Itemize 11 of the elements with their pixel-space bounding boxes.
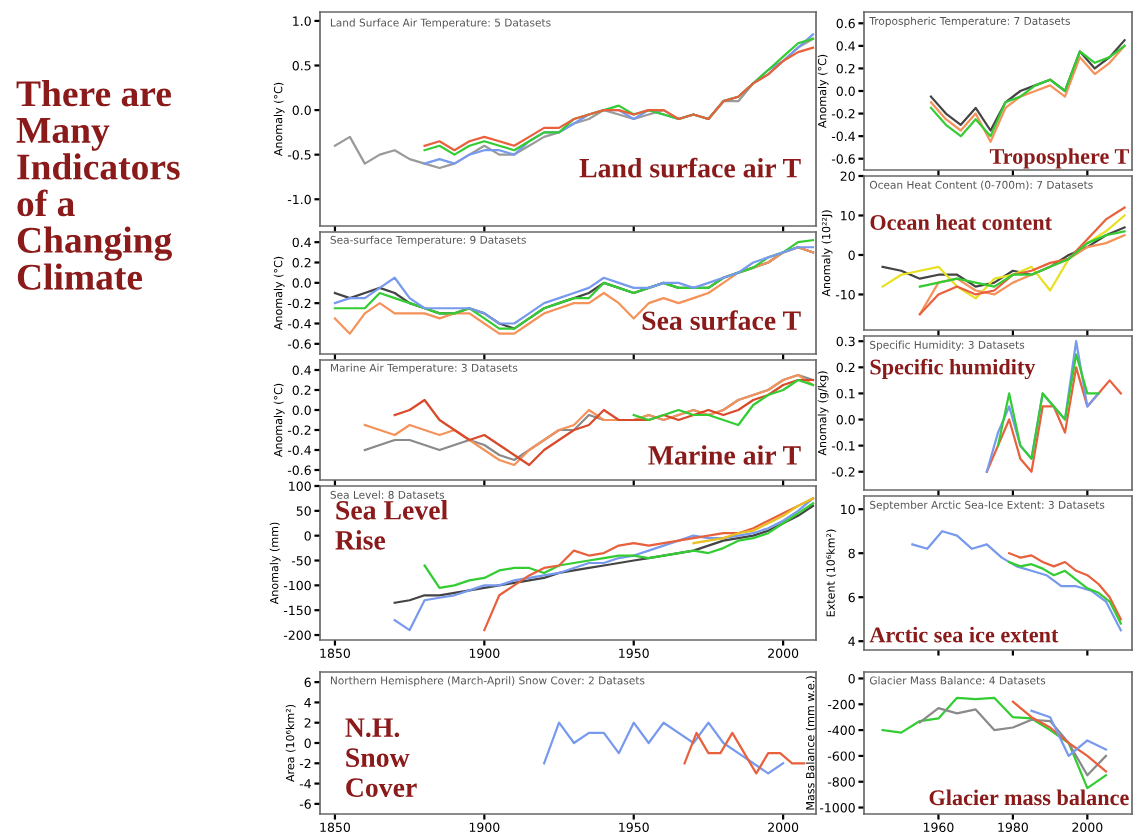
annotation: Specific humidity bbox=[870, 358, 1036, 380]
text: There are Many Indicators of a Changing Climate bbox=[16, 80, 180, 290]
annotation: Arctic sea ice extent bbox=[869, 626, 1059, 643]
annotation: Land surface air T bbox=[579, 157, 801, 178]
annotation: Glacier mass balance bbox=[929, 789, 1129, 806]
annotation: Troposphere T bbox=[989, 148, 1129, 169]
annotation: Sea Level Rise bbox=[335, 500, 448, 550]
annotation: Marine air T bbox=[648, 445, 801, 465]
annotation: Ocean heat content bbox=[870, 214, 1052, 231]
annotation: N.H. Snow Cover bbox=[345, 718, 417, 797]
annotation: Sea surface T bbox=[642, 310, 801, 331]
